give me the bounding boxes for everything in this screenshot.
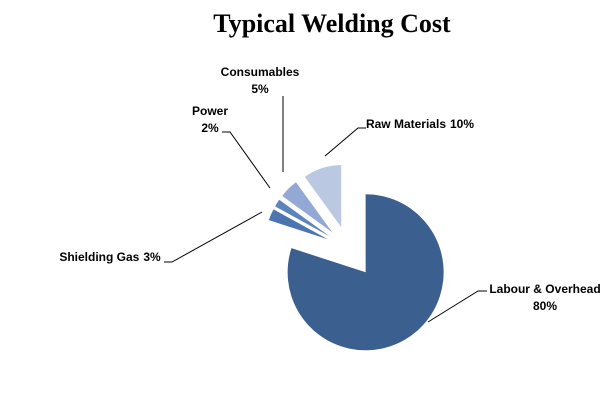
category-label: Shielding Gas [59,250,139,264]
category-label: Raw Materials [366,117,446,131]
leader-line [324,127,366,157]
category-label: Consumables [221,65,300,79]
data-label: Labour & Overhead 80% [489,282,600,313]
chart-title: Typical Welding Cost [213,9,451,38]
value-label: 80% [533,299,557,313]
pie-slice [268,209,328,240]
data-label: Power 2% [192,104,228,135]
value-label: 10% [450,117,474,131]
pie [268,165,444,351]
data-label: Shielding Gas 3% [59,250,161,264]
pie-slice [287,194,444,351]
leader-line [164,211,263,263]
leader-line [427,290,487,323]
pie-slice [275,199,330,237]
data-label: Consumables 5% [221,65,300,96]
leader-line [222,131,271,189]
pie-slice [304,165,342,228]
labels: Labour & Overhead 80% Shielding Gas 3% Power… [59,65,601,323]
value-label: 5% [251,82,269,96]
pie-slice [282,182,333,233]
data-label: Raw Materials 10% [366,117,474,131]
category-label: Labour & Overhead [489,282,600,296]
category-label: Power [192,104,228,118]
value-label: 2% [201,121,219,135]
value-label: 3% [143,250,161,264]
